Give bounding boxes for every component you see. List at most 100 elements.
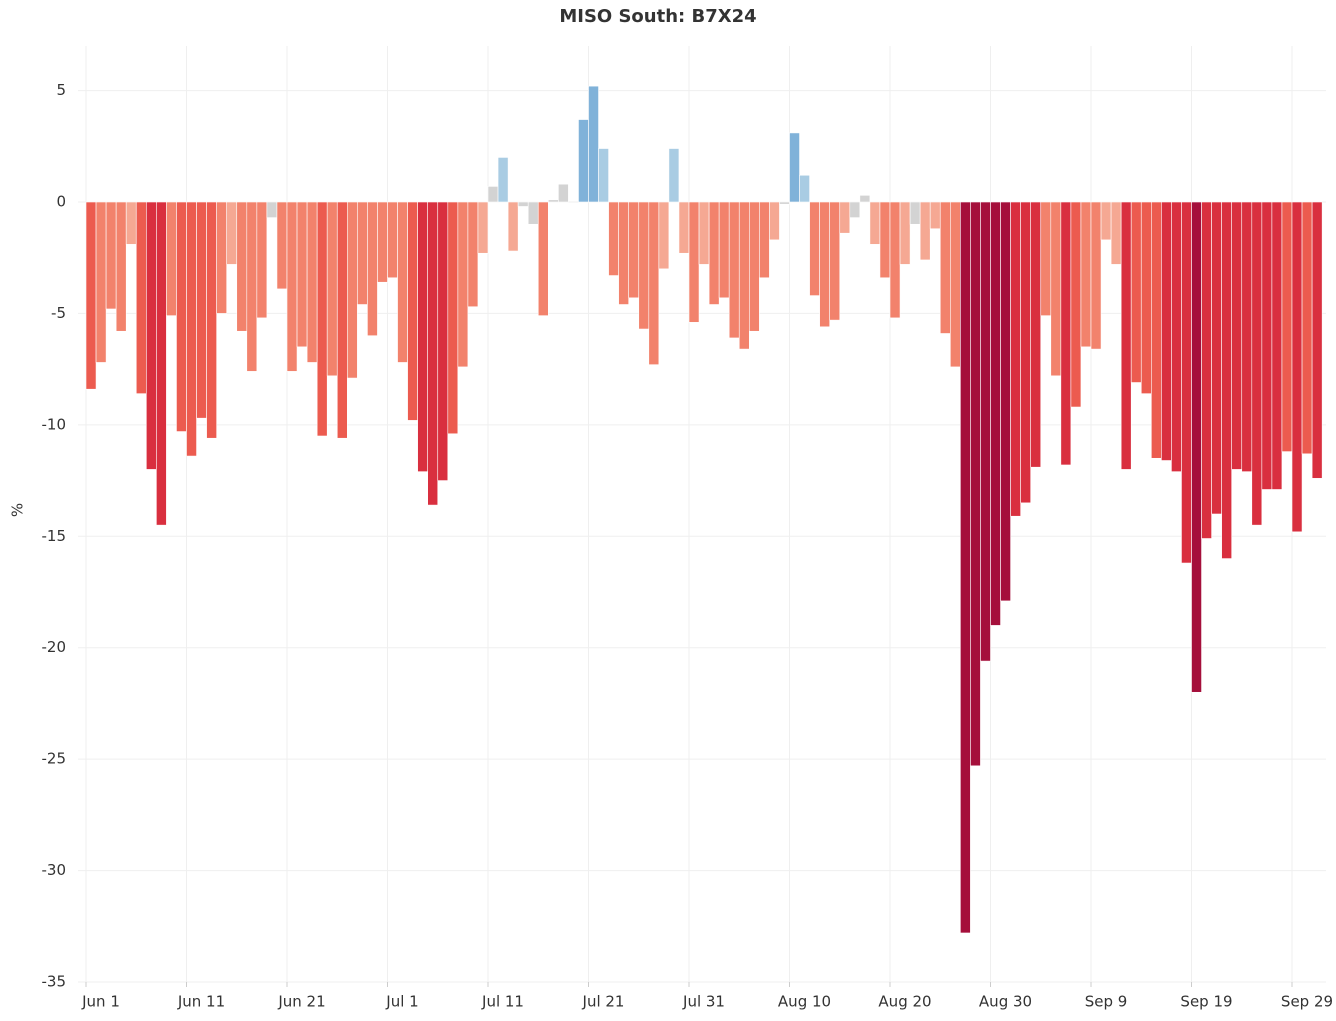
bar [1171, 201, 1182, 472]
bar [628, 201, 640, 299]
x-tick-label: Aug 20 [878, 993, 931, 1011]
bar [638, 201, 650, 330]
bar [336, 201, 348, 439]
bar [839, 201, 851, 234]
bar [698, 201, 710, 265]
bar [1311, 201, 1323, 479]
bar [487, 186, 499, 203]
bar [1271, 201, 1283, 490]
bar [1281, 201, 1293, 452]
bar [427, 201, 439, 506]
bar [799, 174, 810, 203]
bar [286, 201, 298, 372]
bar [377, 201, 388, 283]
bar [648, 201, 660, 365]
x-tick-label: Jun 21 [277, 993, 325, 1011]
bar [497, 157, 509, 203]
bar [1221, 201, 1233, 559]
bar [397, 201, 408, 363]
y-tick-label: -30 [42, 861, 67, 879]
bar [367, 201, 378, 337]
y-tick-label: -10 [42, 415, 67, 433]
bar [668, 148, 680, 203]
bar [115, 201, 127, 332]
bar [1291, 201, 1303, 533]
bar [156, 201, 167, 526]
bar [316, 201, 328, 437]
y-tick-label: -20 [42, 638, 67, 656]
bar [346, 201, 358, 379]
bar [819, 201, 831, 328]
x-tick-label: Sep 19 [1180, 993, 1232, 1011]
bar [266, 201, 278, 218]
bar [1010, 201, 1021, 517]
bar [558, 183, 569, 203]
bar [176, 201, 187, 432]
y-tick-label: -5 [51, 304, 66, 322]
bar [417, 201, 428, 472]
x-tick-label: Jun 11 [177, 993, 225, 1011]
bar [919, 201, 931, 261]
bar [1261, 201, 1273, 490]
bar [1020, 201, 1032, 504]
bar [407, 201, 418, 421]
bar [95, 201, 107, 363]
bar [909, 201, 921, 225]
bar [1211, 201, 1222, 515]
bar [226, 201, 238, 265]
bar [990, 201, 1001, 626]
bar [1201, 201, 1212, 539]
bar [588, 85, 599, 203]
bar [85, 201, 97, 390]
bar [447, 201, 459, 435]
bar [135, 201, 147, 394]
y-tick-label: 0 [56, 193, 66, 211]
bar [939, 201, 951, 334]
bar [1000, 201, 1011, 602]
bar [1120, 201, 1132, 470]
bar [738, 201, 750, 350]
y-tick-label: -35 [42, 973, 67, 991]
bar [326, 201, 338, 377]
bar [186, 201, 197, 457]
bar [357, 201, 368, 305]
chart-title: MISO South: B7X24 [559, 6, 756, 27]
bar [1301, 201, 1313, 455]
bar [196, 201, 207, 419]
bar [769, 201, 780, 241]
bar [507, 201, 519, 252]
bar [949, 201, 961, 368]
bar [467, 201, 479, 308]
bar [879, 201, 891, 279]
bar [457, 201, 469, 368]
y-axis-label: % [9, 503, 27, 517]
bar [1231, 201, 1243, 470]
x-tick-label: Jul 1 [385, 993, 418, 1011]
bar [1140, 201, 1152, 394]
bar [1110, 201, 1122, 265]
bar [728, 201, 740, 339]
bar [608, 201, 619, 276]
bar [688, 201, 700, 323]
bar [759, 201, 770, 279]
bar [960, 201, 971, 934]
bar [306, 201, 318, 363]
bar [1151, 201, 1162, 459]
bar [256, 201, 268, 319]
bar [748, 201, 760, 332]
bar [899, 201, 911, 265]
bar [527, 201, 539, 225]
x-tick-label: Sep 9 [1085, 993, 1128, 1011]
bar [1191, 201, 1202, 693]
bar [980, 201, 991, 662]
y-tick-label: -15 [42, 527, 67, 545]
bar [146, 201, 157, 470]
bar [929, 201, 941, 230]
bar [387, 201, 398, 279]
x-tick-label: Jul 31 [682, 993, 725, 1011]
bar [578, 119, 589, 203]
bar [1241, 201, 1253, 472]
bar [1161, 201, 1172, 461]
bar [829, 201, 841, 321]
x-tick-label: Jun 1 [81, 993, 120, 1011]
